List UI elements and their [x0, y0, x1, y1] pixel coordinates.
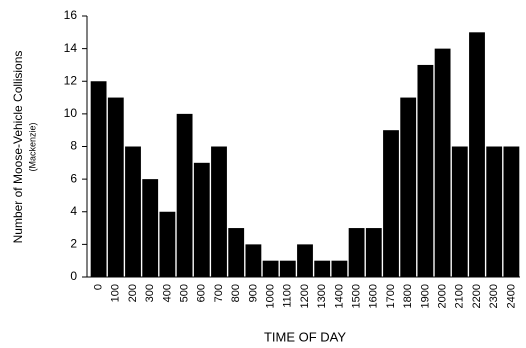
x-tick-label: 100 [110, 284, 122, 302]
bar [400, 97, 417, 277]
x-tick-label: 2300 [488, 284, 500, 308]
y-tick-label: 6 [70, 171, 77, 185]
y-tick-label: 4 [70, 204, 77, 218]
x-tick-label: 900 [247, 284, 259, 302]
y-tick-label: 14 [64, 41, 78, 55]
y-axis-sublabel: (Mackenzie) [27, 122, 37, 171]
x-tick-label: 1100 [282, 284, 294, 308]
x-tick-label: 2000 [437, 284, 449, 308]
bar [365, 228, 382, 277]
bar [176, 113, 193, 277]
x-tick-label: 2200 [471, 284, 483, 308]
x-tick-label: 400 [161, 284, 173, 302]
bar [228, 228, 245, 277]
x-tick-label: 500 [179, 284, 191, 302]
y-tick-label: 16 [64, 8, 78, 22]
x-tick-label: 1800 [402, 284, 414, 308]
bar [107, 97, 124, 277]
bar [469, 32, 485, 277]
bar [142, 179, 159, 277]
bar [331, 260, 348, 277]
bar [417, 64, 434, 277]
x-tick-label: 300 [144, 284, 156, 302]
y-tick-label: 8 [70, 139, 77, 153]
x-tick-label: 600 [196, 284, 208, 302]
x-tick-label: 1900 [419, 284, 431, 308]
y-tick-label: 12 [64, 73, 78, 87]
bar [90, 81, 107, 277]
bar [503, 146, 520, 277]
x-tick-label: 2100 [454, 284, 466, 308]
bar [434, 48, 451, 277]
bar [245, 244, 262, 277]
x-axis-label: TIME OF DAY [264, 329, 346, 344]
y-tick-label: 10 [64, 106, 78, 120]
bar [211, 146, 227, 277]
bar [125, 146, 141, 277]
bar [159, 211, 176, 277]
bar [279, 260, 296, 277]
x-tick-label: 1500 [351, 284, 363, 308]
y-tick-label: 0 [70, 269, 77, 283]
x-tick-label: 700 [213, 284, 225, 302]
bar [451, 146, 468, 277]
x-tick-label: 1200 [299, 284, 311, 308]
bar [383, 130, 399, 277]
x-tick-label: 2400 [505, 284, 517, 308]
bar [348, 228, 365, 277]
x-tick-label: 1000 [265, 284, 277, 308]
x-tick-label: 0 [93, 284, 105, 290]
x-tick-label: 1300 [316, 284, 328, 308]
x-tick-label: 1600 [368, 284, 380, 308]
y-tick-label: 2 [70, 237, 77, 251]
bar [262, 260, 279, 277]
bar [486, 146, 503, 277]
bar [297, 244, 313, 277]
x-tick-label: 800 [230, 284, 242, 302]
x-tick-label: 1700 [385, 284, 397, 308]
bar [193, 162, 210, 277]
y-axis-label: Number of Moose-Vehicle Collisions [11, 51, 25, 244]
x-tick-label: 1400 [333, 284, 345, 308]
bar [314, 260, 331, 277]
x-tick-label: 200 [127, 284, 139, 302]
